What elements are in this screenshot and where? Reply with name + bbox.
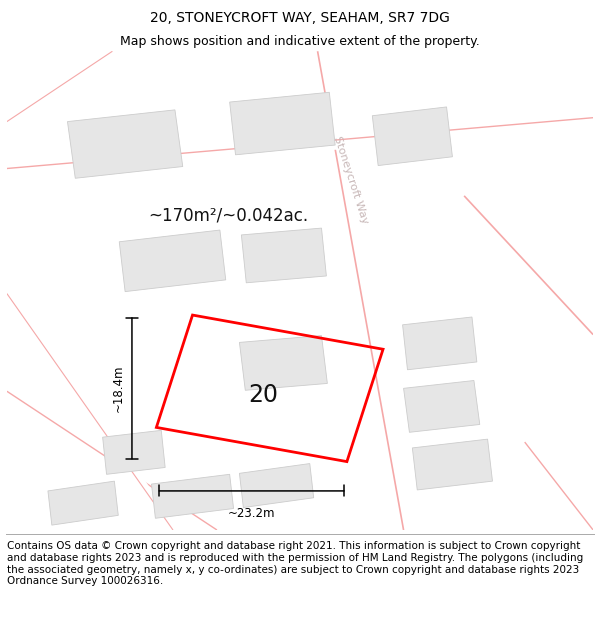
Text: Map shows position and indicative extent of the property.: Map shows position and indicative extent… xyxy=(120,35,480,48)
Text: Stoneycroft Way: Stoneycroft Way xyxy=(332,135,370,225)
Text: ~170m²/~0.042ac.: ~170m²/~0.042ac. xyxy=(149,206,308,224)
Polygon shape xyxy=(239,336,328,390)
Polygon shape xyxy=(404,381,480,432)
Text: ~18.4m: ~18.4m xyxy=(112,364,125,412)
Polygon shape xyxy=(119,230,226,292)
Polygon shape xyxy=(103,431,165,474)
Polygon shape xyxy=(230,92,335,155)
Polygon shape xyxy=(373,107,452,166)
Polygon shape xyxy=(241,228,326,282)
Polygon shape xyxy=(412,439,493,490)
Text: Contains OS data © Crown copyright and database right 2021. This information is : Contains OS data © Crown copyright and d… xyxy=(7,541,583,586)
Text: ~23.2m: ~23.2m xyxy=(228,506,275,519)
Text: 20, STONEYCROFT WAY, SEAHAM, SR7 7DG: 20, STONEYCROFT WAY, SEAHAM, SR7 7DG xyxy=(150,11,450,25)
Polygon shape xyxy=(239,464,314,508)
Text: 20: 20 xyxy=(248,383,278,407)
Polygon shape xyxy=(403,317,477,370)
Polygon shape xyxy=(67,110,183,178)
Polygon shape xyxy=(48,481,118,525)
Polygon shape xyxy=(151,474,233,518)
